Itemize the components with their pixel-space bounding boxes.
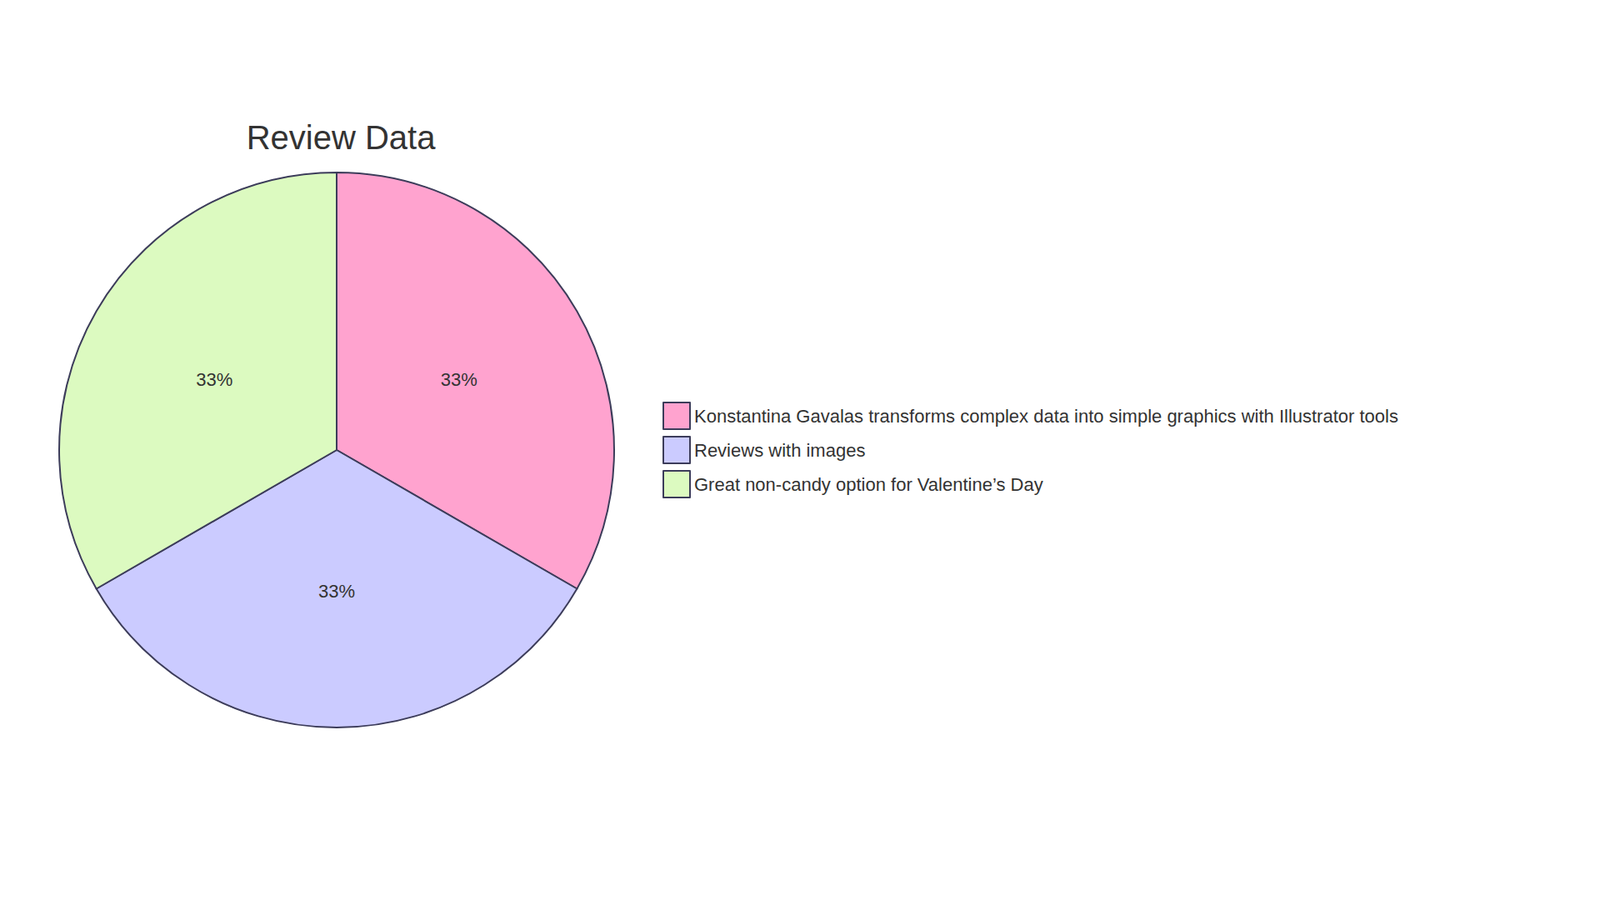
svg-text:33%: 33% (318, 580, 355, 602)
svg-text:Reviews with images: Reviews with images (694, 440, 865, 461)
svg-text:33%: 33% (440, 369, 478, 390)
svg-text:Konstantina Gavalas transforms: Konstantina Gavalas transforms complex d… (694, 405, 1399, 427)
svg-text:Great non-candy option for Val: Great non-candy option for Valentine’s D… (694, 474, 1044, 495)
svg-text:33%: 33% (195, 369, 233, 390)
svg-text:Review Data: Review Data (246, 119, 437, 156)
